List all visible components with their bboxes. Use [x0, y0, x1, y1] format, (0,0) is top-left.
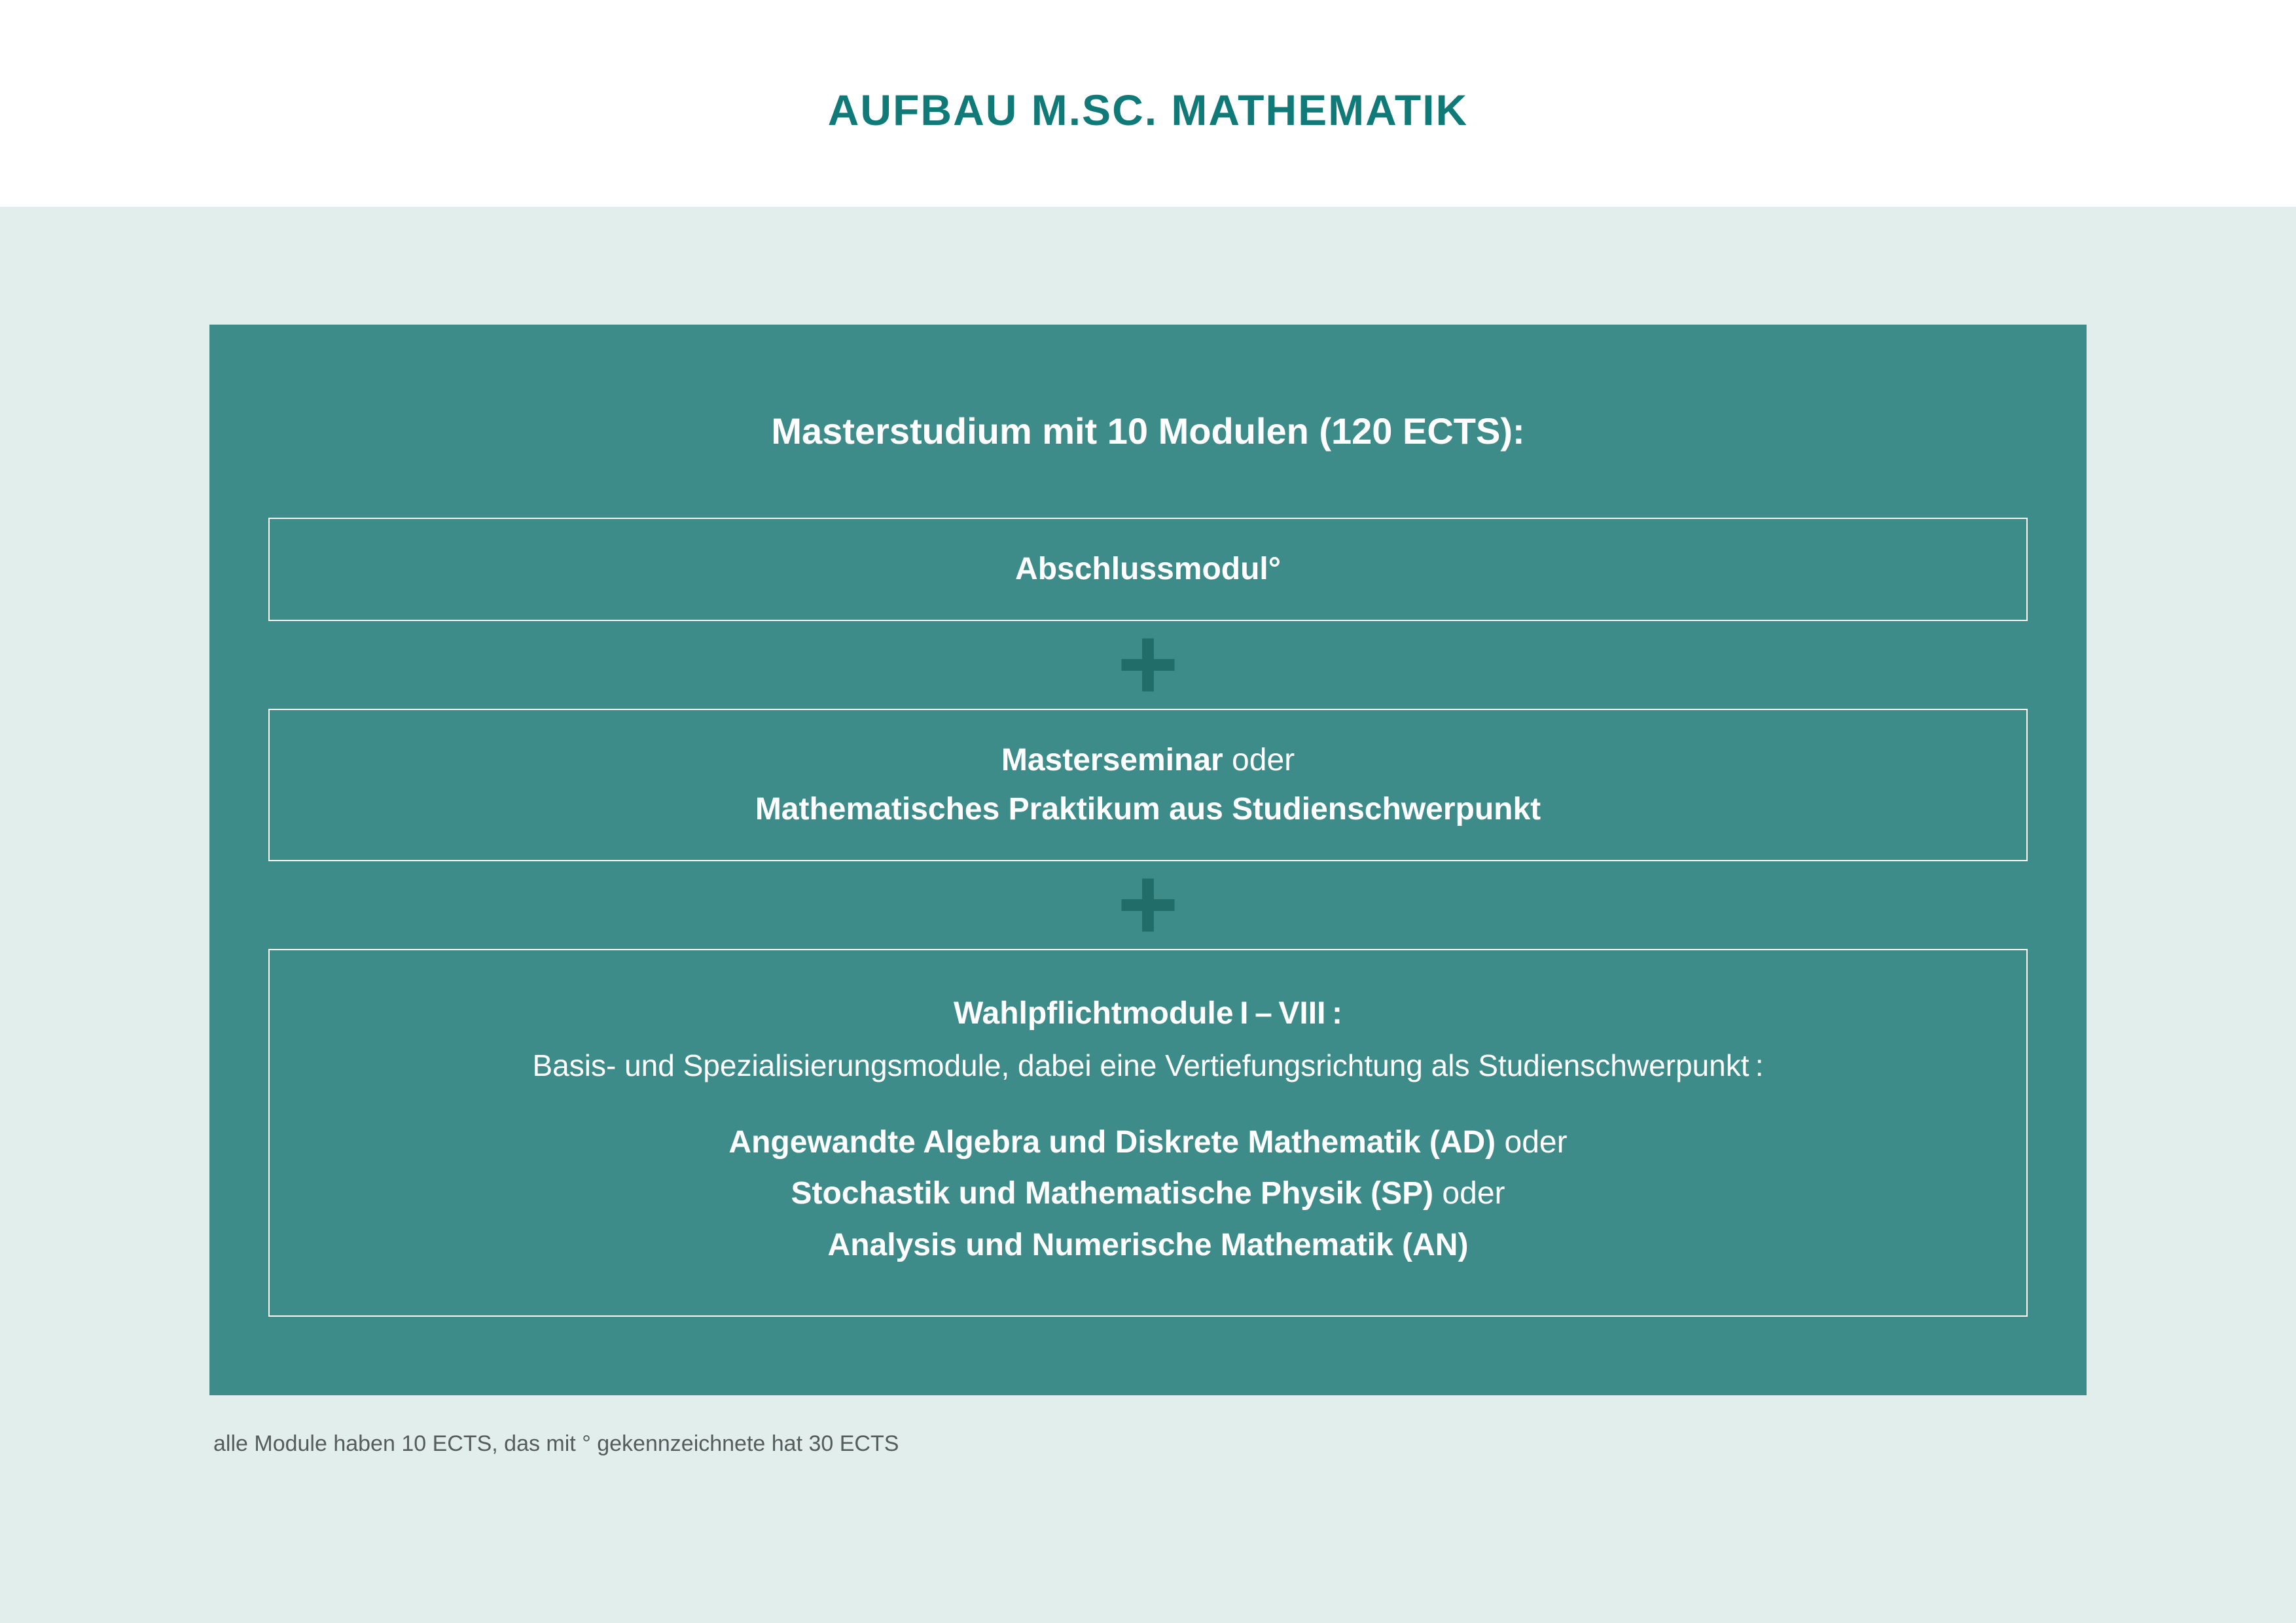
header-band: AUFBAU M.SC. MATHEMATIK: [0, 0, 2296, 207]
seminar-line1: Masterseminar oder: [309, 736, 1987, 785]
page-title: AUFBAU M.SC. MATHEMATIK: [0, 85, 2296, 135]
module-box-abschluss: Abschlussmodul°: [268, 518, 2028, 621]
seminar-bold: Masterseminar: [1001, 743, 1223, 777]
plus-icon: [1119, 876, 1177, 935]
main-card: Masterstudium mit 10 Modulen (120 ECTS):…: [209, 325, 2087, 1395]
card-heading: Masterstudium mit 10 Modulen (120 ECTS):: [771, 410, 1524, 452]
focus-ad-bold: Angewandte Algebra und Diskrete Mathemat…: [728, 1125, 1496, 1160]
focus-an-bold: Analysis und Numerische Mathematik (AN): [828, 1228, 1469, 1262]
focus-an: Analysis und Numerische Mathematik (AN): [322, 1221, 1974, 1270]
plus-icon: [1119, 635, 1177, 694]
wahlpflicht-subtitle: Basis- und Spezialisierungsmodule, dabei…: [322, 1043, 1974, 1089]
seminar-oder: oder: [1223, 743, 1295, 777]
focus-ad-oder: oder: [1496, 1125, 1567, 1160]
content-band: Masterstudium mit 10 Modulen (120 ECTS):…: [0, 207, 2296, 1623]
module-box-wahlpflicht: Wahlpflichtmodule I – VIII : Basis- und …: [268, 949, 2028, 1317]
module-box-seminar: Masterseminar oder Mathematisches Prakti…: [268, 709, 2028, 861]
page: AUFBAU M.SC. MATHEMATIK Masterstudium mi…: [0, 0, 2296, 1623]
focus-ad: Angewandte Algebra und Diskrete Mathemat…: [322, 1118, 1974, 1167]
focus-sp-bold: Stochastik und Mathematische Physik (SP): [791, 1176, 1434, 1211]
seminar-line2: Mathematisches Praktikum aus Studienschw…: [309, 785, 1987, 834]
focus-sp-oder: oder: [1433, 1176, 1505, 1211]
focus-sp: Stochastik und Mathematische Physik (SP)…: [322, 1169, 1974, 1218]
abschluss-label: Abschlussmodul°: [1015, 552, 1281, 586]
footnote-text: alle Module haben 10 ECTS, das mit ° gek…: [209, 1431, 899, 1457]
wahlpflicht-title: Wahlpflichtmodule I – VIII :: [322, 990, 1974, 1038]
